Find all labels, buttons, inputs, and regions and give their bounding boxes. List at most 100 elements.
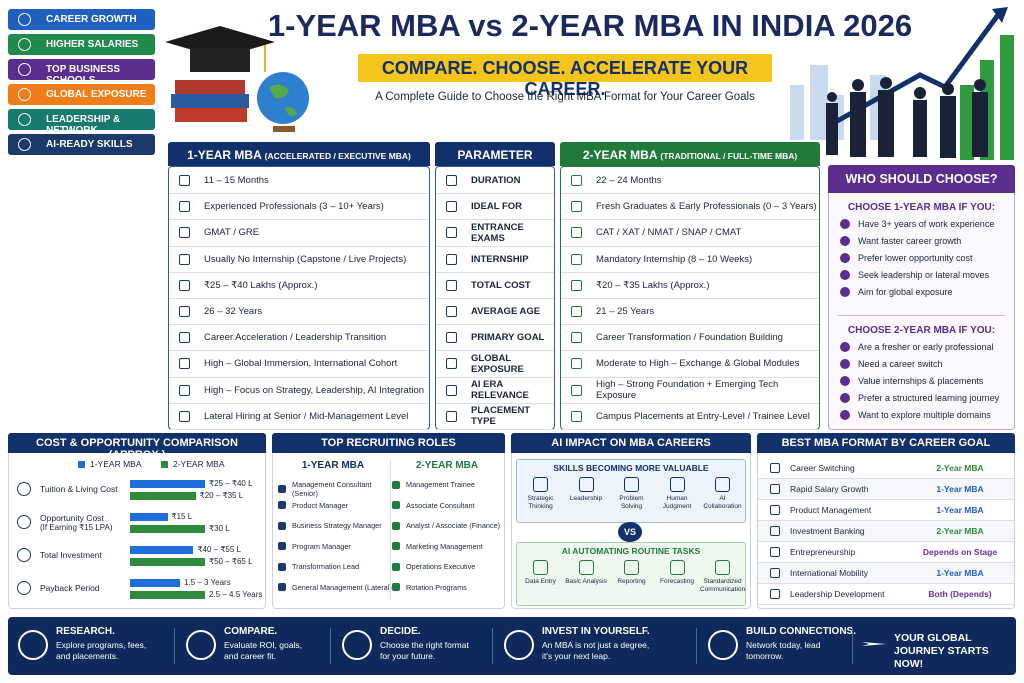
- row-icon: [571, 358, 582, 370]
- role-icon: [278, 562, 286, 571]
- table-cell: ₹20 – ₹35 Lakhs (Approx.): [561, 273, 819, 299]
- table-cell: PRIMARY GOAL: [436, 325, 554, 352]
- best-row: Entrepreneurship Depends on Stage: [758, 542, 1014, 563]
- bar-label: 2.5 – 4.5 Years: [209, 590, 263, 599]
- column-header: PARAMETER: [435, 142, 555, 166]
- table-cell: TOTAL COST: [436, 273, 554, 299]
- cost-sublabel: (If Earning ₹15 LPA): [40, 523, 113, 532]
- who-item-text: Want faster career growth: [858, 236, 962, 246]
- row-icon: [770, 526, 780, 536]
- ai-item: Problem Solving: [619, 495, 644, 510]
- who-item-text: Value internships & placements: [858, 376, 984, 386]
- best-format: Both (Depends): [928, 589, 992, 599]
- cell-text: Moderate to High – Exchange & Global Mod…: [596, 358, 800, 370]
- row-icon: [446, 279, 457, 291]
- globe: [257, 72, 309, 124]
- who-item: Are a fresher or early professional: [832, 342, 1012, 352]
- who-item: Aim for global exposure: [832, 287, 1012, 297]
- role-item: Transformation Lead: [278, 562, 392, 571]
- ai-icon: [533, 477, 548, 492]
- cost-bar: [130, 558, 205, 566]
- best-goal: Investment Banking: [790, 526, 865, 536]
- parameter-text: INTERNSHIP: [471, 253, 529, 265]
- ai-item: Leadership: [569, 495, 603, 502]
- who-item-text: Want to explore multiple domains: [858, 410, 991, 420]
- check-icon: [840, 253, 850, 263]
- who-title: WHO SHOULD CHOOSE?: [828, 165, 1015, 193]
- footer-title: DECIDE.: [380, 626, 421, 637]
- row-icon: [770, 505, 780, 515]
- bar-label: ₹20 – ₹35 L: [199, 491, 244, 500]
- best-goal: Product Management: [790, 505, 872, 515]
- role-text: Rotation Programs: [406, 582, 467, 592]
- ai-icon: [715, 560, 730, 575]
- table-cell: IDEAL FOR: [436, 194, 554, 221]
- row-icon: [571, 253, 582, 265]
- tagline: COMPARE. CHOOSE. ACCELERATE YOUR CAREER.: [358, 54, 772, 99]
- cost-label: Total Investment: [40, 550, 102, 560]
- who-item-text: Need a career switch: [858, 359, 943, 369]
- best-row: Investment Banking 2-Year MBA: [758, 521, 1014, 542]
- panel-title: COST & OPPORTUNITY COMPARISON (APPROX.): [8, 433, 266, 461]
- best-format: Depends on Stage: [922, 547, 998, 557]
- ai-item: Data Entry: [525, 578, 556, 585]
- table-cell: 26 – 32 Years: [169, 299, 429, 326]
- footer-title: COMPARE.: [224, 626, 278, 637]
- ai-item: Forecasting: [660, 578, 694, 585]
- cost-bar: [130, 492, 196, 500]
- ai-icon: [624, 477, 639, 492]
- cell-text: High – Strong Foundation + Emerging Tech…: [596, 379, 779, 402]
- cell-text: Career Transformation / Foundation Build…: [596, 332, 783, 344]
- best-row: Career Switching 2-Year MBA: [758, 458, 1014, 479]
- row-icon: [179, 306, 190, 318]
- legend-item: 1-YEAR MBA: [78, 459, 142, 469]
- ai-icon: [578, 560, 594, 575]
- ai-item: Strategic Thinking: [527, 495, 554, 510]
- role-icon: [278, 501, 286, 509]
- row-icon: [571, 227, 582, 239]
- check-icon: [840, 287, 850, 297]
- row-icon: [179, 175, 190, 187]
- row-icon: [446, 253, 457, 265]
- bar-label: ₹40 – ₹55 L: [197, 545, 241, 554]
- table-cell: Usually No Internship (Capstone / Live P…: [169, 247, 429, 273]
- check-icon: [840, 342, 850, 352]
- footer-divider: [492, 628, 493, 664]
- divider: [390, 460, 391, 600]
- table-cell: ₹25 – ₹40 Lakhs (Approx.): [169, 273, 429, 299]
- role-icon: [278, 521, 286, 530]
- row-icon: [446, 201, 457, 213]
- footer-icon: [186, 630, 216, 660]
- cell-text: Fresh Graduates & Early Professionals (0…: [596, 201, 817, 213]
- check-icon: [840, 410, 850, 420]
- row-icon: [446, 227, 457, 239]
- role-text: Transformation Lead: [292, 562, 360, 571]
- parameter-text: AI ERA RELEVANCE: [471, 379, 529, 402]
- cap: [190, 48, 250, 72]
- who-item: Want faster career growth: [832, 236, 1012, 246]
- footer-divider: [696, 628, 697, 664]
- ai-item: Basic Analysis: [565, 578, 607, 585]
- parameter-text: IDEAL FOR: [471, 201, 523, 213]
- cost-label: Payback Period: [40, 583, 100, 593]
- role-icon: [392, 562, 400, 571]
- best-row: Product Management 1-Year MBA: [758, 500, 1014, 521]
- who-item: Have 3+ years of work experience: [832, 219, 1012, 229]
- title: 1-YEAR MBA vs 2-YEAR MBA IN INDIA 2026: [267, 8, 913, 43]
- cell-text: Experienced Professionals (3 – 10+ Years…: [204, 201, 384, 213]
- cost-bar: [130, 579, 180, 587]
- role-icon: [278, 583, 286, 591]
- who-item: Value internships & placements: [832, 376, 1012, 386]
- table-cell: CAT / XAT / NMAT / SNAP / CMAT: [561, 220, 819, 247]
- cost-label: Tuition & Living Cost: [40, 484, 118, 494]
- role-item: Management Consultant (Senior): [278, 480, 392, 498]
- table-cell: 22 – 24 Months: [561, 168, 819, 195]
- best-format: 1-Year MBA: [936, 505, 984, 515]
- parameter-text: ENTRANCE EXAMS: [471, 221, 524, 244]
- footer-text: An MBA is not just a degree, it's your n…: [542, 640, 650, 661]
- check-icon: [840, 236, 850, 246]
- parameter-text: PRIMARY GOAL: [471, 332, 545, 344]
- check-icon: [840, 393, 850, 403]
- footer-text: Network today, lead tomorrow.: [746, 640, 821, 661]
- cell-text: 22 – 24 Months: [596, 175, 662, 187]
